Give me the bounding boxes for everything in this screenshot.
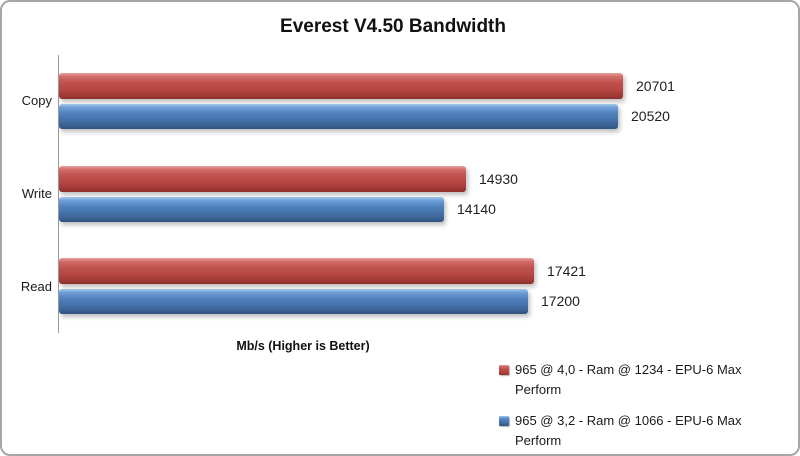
- bar-value-label: 14930: [479, 170, 518, 187]
- legend-label: 965 @ 4,0 - Ram @ 1234 - EPU-6 Max Perfo…: [515, 362, 742, 397]
- legend-item: 965 @ 4,0 - Ram @ 1234 - EPU-6 Max Perfo…: [499, 360, 763, 400]
- bar-copy-series1: [59, 72, 623, 99]
- x-axis-label: Mb/s (Higher is Better): [236, 339, 370, 353]
- bar-write-series2: [59, 196, 444, 222]
- legend-swatch-icon: [499, 365, 509, 375]
- bar-read-series1: [59, 258, 534, 285]
- legend-item: 965 @ 3,2 - Ram @ 1066 - EPU-6 Max Perfo…: [499, 411, 763, 451]
- category-label: Copy: [21, 93, 52, 109]
- bar-write-series1: [59, 165, 466, 192]
- bar-copy-series2: [59, 103, 618, 129]
- legend: 965 @ 4,0 - Ram @ 1234 - EPU-6 Max Perfo…: [499, 360, 767, 454]
- bar-value-label: 14140: [457, 200, 496, 217]
- category-label: Write: [21, 186, 52, 201]
- legend-swatch-icon: [499, 416, 509, 426]
- bar-read-series2: [59, 289, 528, 315]
- plot-area: 20701 20520 14930 14140 17421 17200: [58, 55, 758, 333]
- y-axis-line: [58, 55, 59, 333]
- bar-value-label: 17421: [547, 263, 586, 280]
- chart-title: Everest V4.50 Bandwidth: [280, 16, 506, 37]
- bar-value-label: 20701: [636, 77, 675, 94]
- legend-label: 965 @ 3,2 - Ram @ 1066 - EPU-6 Max Perfo…: [515, 413, 742, 448]
- bar-value-label: 20520: [631, 107, 670, 124]
- category-label: Read: [20, 278, 52, 294]
- bar-value-label: 17200: [541, 293, 580, 310]
